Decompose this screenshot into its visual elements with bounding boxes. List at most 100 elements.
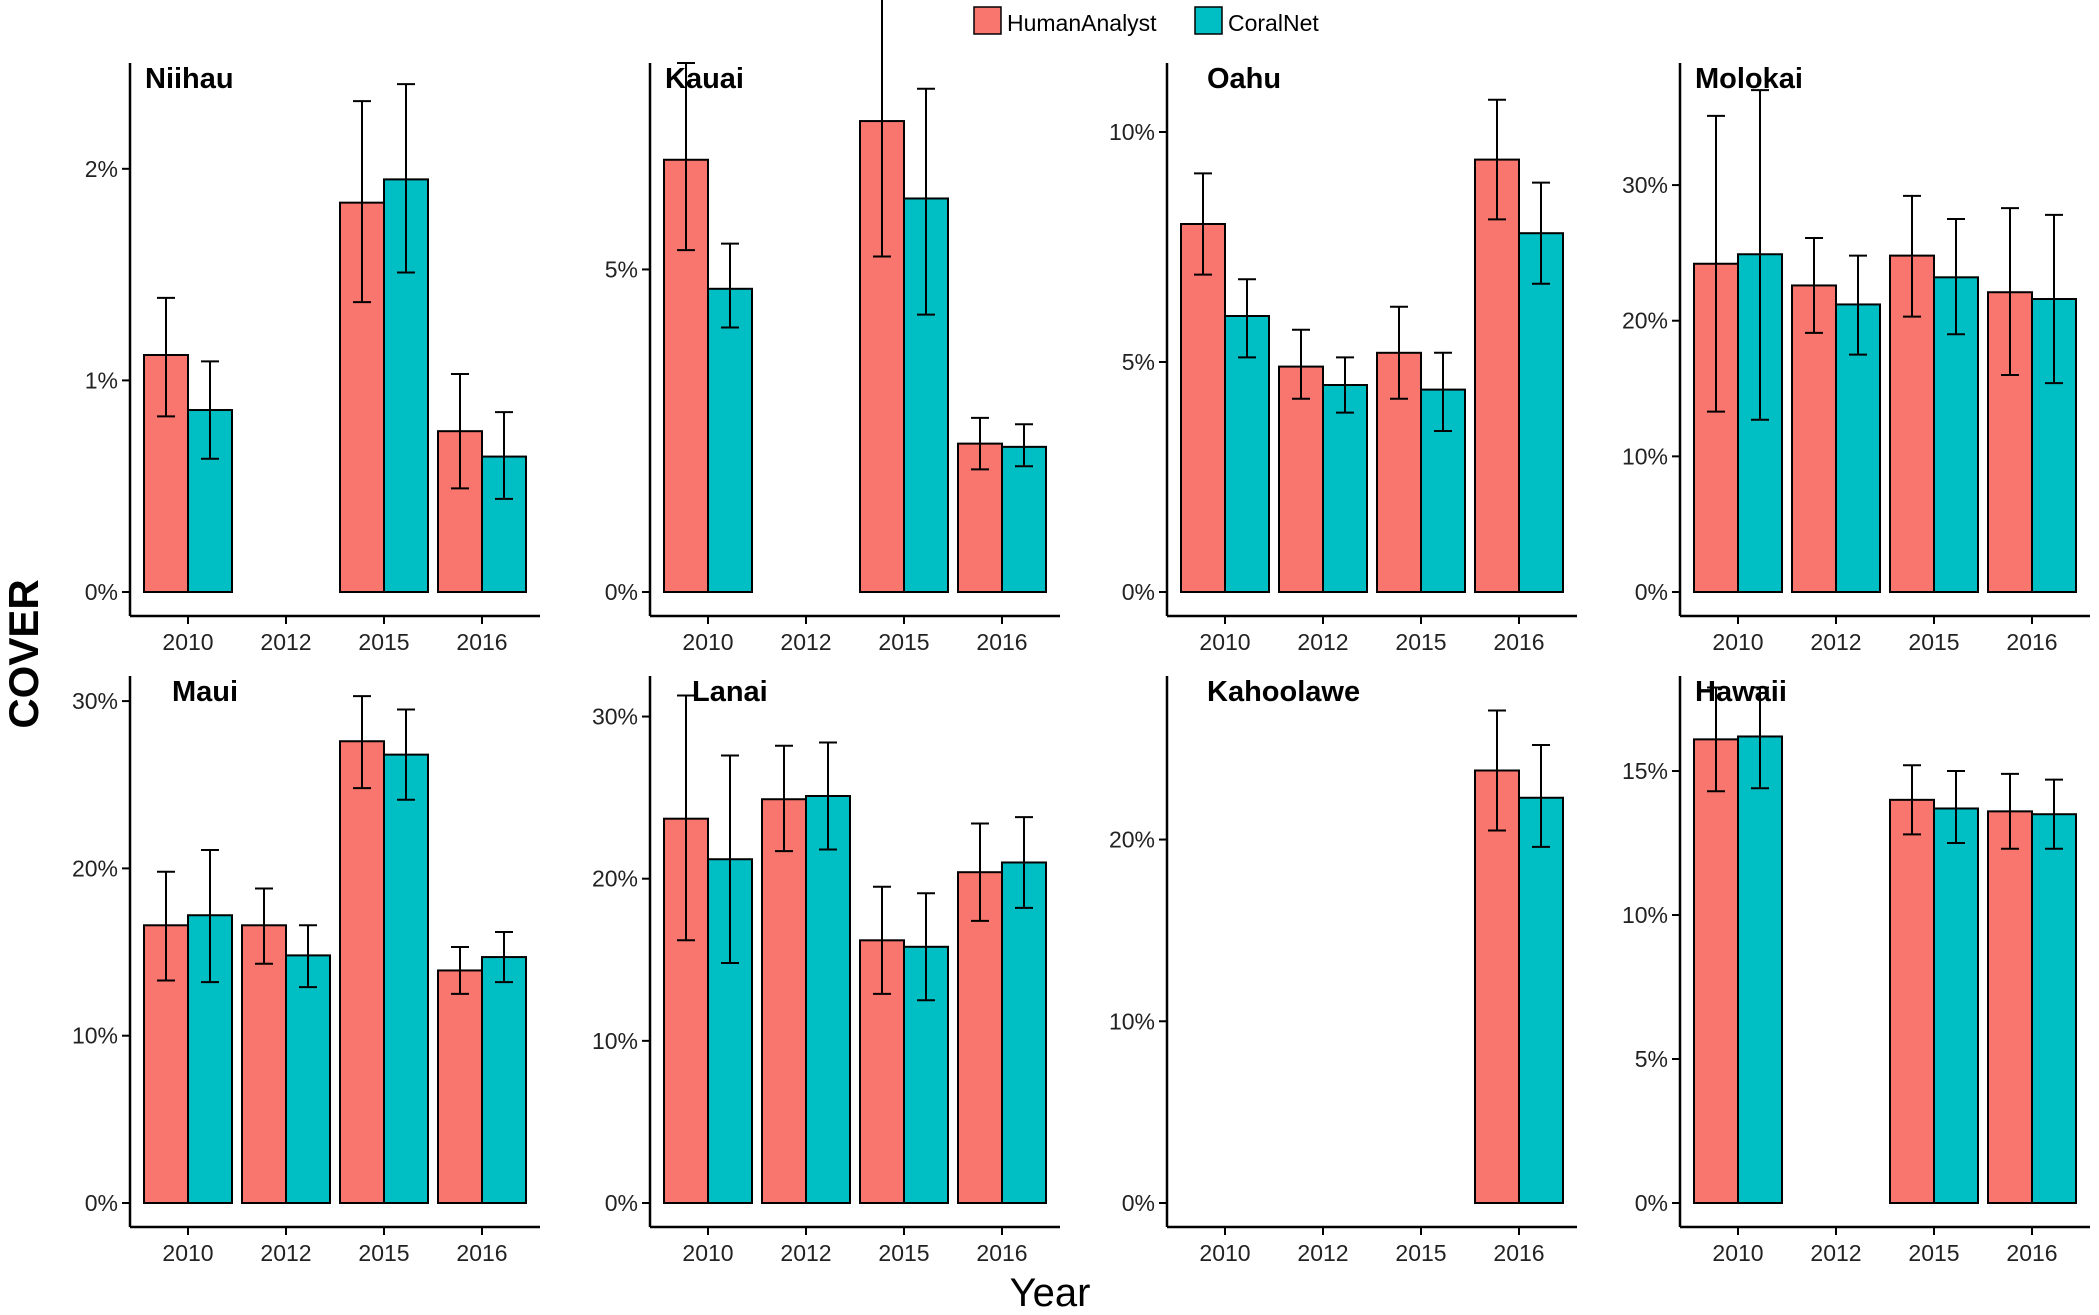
error-bar-coralnet-2010	[1751, 686, 1769, 790]
bar-human-analyst-2010	[1180, 223, 1226, 593]
y-tick-label: 30%	[72, 688, 118, 714]
y-axis-title: COVER	[0, 579, 47, 728]
y-tick-label: 0%	[1635, 579, 1668, 605]
x-tick-label: 2015	[358, 629, 409, 655]
y-tick-label: 10%	[1622, 443, 1668, 469]
panel-title: Maui	[172, 676, 238, 708]
x-tick-label: 2012	[260, 629, 311, 655]
error-bar-coralnet-2016	[1532, 744, 1550, 848]
panel-title: Molokai	[1695, 63, 1803, 95]
error-bar-coralnet-2016	[1532, 181, 1550, 285]
error-bar-human-analyst-2010	[1707, 686, 1725, 793]
error-bar-human-analyst-2015	[1903, 764, 1921, 836]
legend-label-coralnet: CoralNet	[1228, 10, 1319, 36]
bar-coralnet-2015	[1933, 276, 1979, 593]
bar-coralnet-2016	[1001, 861, 1047, 1204]
x-tick-label: 2015	[1395, 629, 1446, 655]
x-tick-label: 2010	[162, 629, 213, 655]
x-tick-label: 2012	[1810, 629, 1861, 655]
x-tick-label: 2010	[1712, 629, 1763, 655]
bar-coralnet-2016	[1001, 445, 1047, 593]
panel-title: Niihau	[145, 63, 234, 95]
error-bar-human-analyst-2015	[1390, 305, 1408, 400]
error-bar-coralnet-2010	[201, 848, 219, 984]
error-bar-human-analyst-2016	[2001, 772, 2019, 850]
x-tick-label: 2016	[1493, 1240, 1544, 1266]
error-bar-coralnet-2010	[721, 242, 739, 329]
x-tick-label: 2015	[1908, 629, 1959, 655]
error-bar-coralnet-2016	[1015, 816, 1033, 909]
panels: Niihau 0% 1% 2% 2010 2012 2015 2016 Kauai 0% 5% 201…	[72, 0, 2090, 1266]
x-tick-label: 2012	[1297, 1240, 1348, 1266]
error-bar-coralnet-2015	[397, 708, 415, 801]
error-bar-human-analyst-2010	[1194, 172, 1212, 276]
panel-maui: Maui 0% 10% 20% 30% 2010 2012 2015 2016	[72, 676, 540, 1266]
y-tick-label: 20%	[1622, 308, 1668, 334]
y-tick-label: 0%	[85, 579, 118, 605]
bar-coralnet-2015	[1933, 807, 1979, 1205]
error-bar-coralnet-2016	[495, 411, 513, 500]
error-bar-human-analyst-2015	[353, 100, 371, 304]
y-tick-label: 0%	[605, 579, 638, 605]
x-axis-title: Year	[1010, 1271, 1091, 1315]
error-bar-coralnet-2012	[1849, 254, 1867, 356]
x-tick-label: 2012	[1810, 1240, 1861, 1266]
error-bar-coralnet-2016	[2045, 778, 2063, 850]
legend-key-human-analyst	[973, 6, 1002, 35]
bar-human-analyst-2016	[1474, 769, 1520, 1205]
y-tick-label: 10%	[1109, 1008, 1155, 1034]
panel-title: Kauai	[665, 63, 744, 95]
bar-coralnet-2016	[481, 956, 527, 1204]
error-bar-human-analyst-2010	[157, 870, 175, 982]
x-tick-label: 2010	[1199, 1240, 1250, 1266]
y-tick-label: 5%	[1635, 1046, 1668, 1072]
y-tick-label: 10%	[1622, 902, 1668, 928]
y-tick-label: 10%	[72, 1023, 118, 1049]
panel-oahu: Oahu 0% 5% 10% 2010 2012 2015 2016	[1109, 63, 1577, 655]
panel-niihau: Niihau 0% 1% 2% 2010 2012 2015 2016	[85, 63, 540, 655]
x-tick-label: 2010	[1712, 1240, 1763, 1266]
error-bar-coralnet-2016	[495, 930, 513, 984]
bar-human-analyst-2016	[1474, 158, 1520, 593]
bar-coralnet-2012	[1322, 384, 1368, 593]
error-bar-human-analyst-2016	[971, 822, 989, 922]
error-bar-coralnet-2016	[1015, 423, 1033, 468]
y-tick-label: 0%	[1122, 579, 1155, 605]
y-tick-label: 0%	[605, 1190, 638, 1216]
bar-human-analyst-2016	[957, 871, 1003, 1205]
x-tick-label: 2010	[162, 1240, 213, 1266]
error-bar-human-analyst-2010	[1707, 114, 1725, 413]
bar-coralnet-2016	[2031, 813, 2077, 1204]
y-tick-label: 30%	[592, 704, 638, 730]
error-bar-coralnet-2012	[1336, 356, 1354, 414]
error-bar-coralnet-2015	[397, 83, 415, 274]
panel-title: Lanai	[692, 676, 768, 708]
panel-kauai: Kauai 0% 5% 2010 2012 2015 2016	[605, 0, 1060, 655]
error-bar-coralnet-2010	[1751, 89, 1769, 421]
panel-kahoolawe: Kahoolawe 0% 10% 20% 2010 2012 2015 2016	[1109, 676, 1577, 1266]
error-bar-coralnet-2015	[917, 892, 935, 1002]
y-tick-label: 20%	[1109, 827, 1155, 853]
bar-coralnet-2015	[383, 753, 429, 1205]
bar-coralnet-2010	[1737, 735, 1783, 1204]
error-bar-coralnet-2015	[917, 87, 935, 316]
bar-coralnet-2012	[805, 794, 851, 1204]
y-tick-label: 30%	[1622, 172, 1668, 198]
y-tick-label: 20%	[592, 866, 638, 892]
bar-human-analyst-2010	[1693, 738, 1739, 1204]
error-bar-human-analyst-2016	[451, 946, 469, 995]
x-tick-label: 2015	[1395, 1240, 1446, 1266]
legend: HumanAnalyst CoralNet	[973, 6, 1319, 36]
y-tick-label: 0%	[85, 1190, 118, 1216]
error-bar-coralnet-2016	[2045, 213, 2063, 385]
bar-human-analyst-2016	[437, 969, 483, 1205]
bar-human-analyst-2016	[1987, 810, 2033, 1204]
error-bar-human-analyst-2010	[157, 296, 175, 418]
error-bar-coralnet-2010	[201, 360, 219, 460]
x-tick-label: 2016	[976, 629, 1027, 655]
panel-molokai: Molokai 0% 10% 20% 30% 2010 2012 2015 2016	[1622, 63, 2090, 655]
bar-human-analyst-2010	[1693, 262, 1739, 593]
x-tick-label: 2012	[260, 1240, 311, 1266]
y-tick-label: 0%	[1635, 1190, 1668, 1216]
